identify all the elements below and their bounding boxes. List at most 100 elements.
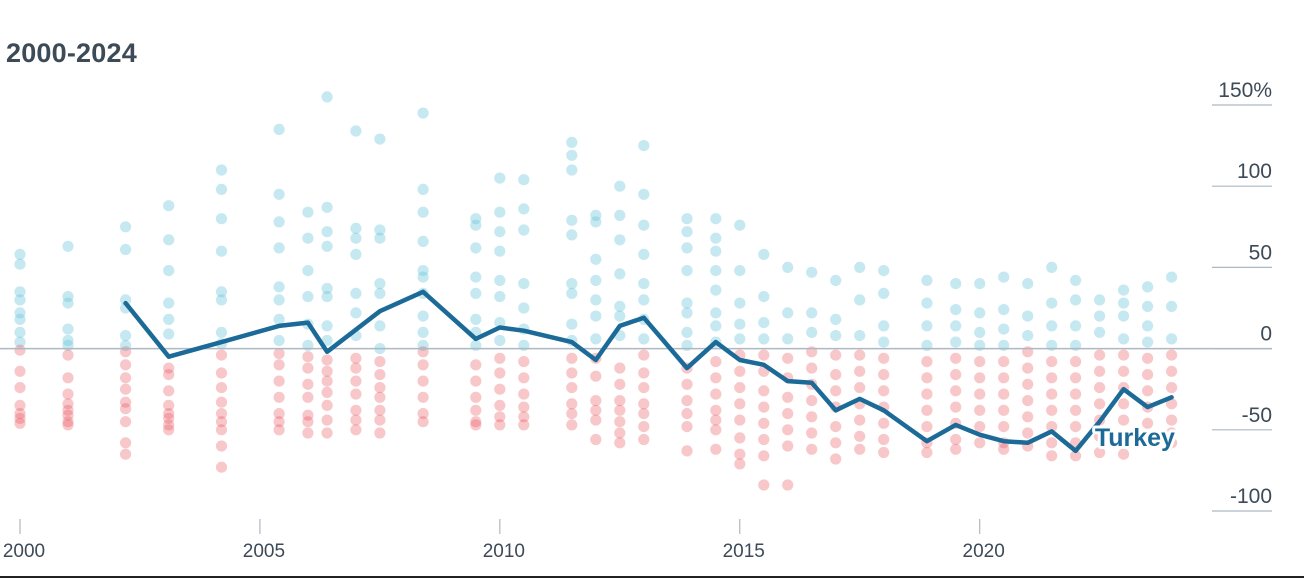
dot-negative (374, 404, 386, 416)
dot-positive (734, 333, 746, 345)
dot-positive (273, 188, 285, 200)
dot-negative (950, 385, 962, 397)
dot-negative (1094, 382, 1106, 394)
dot-negative (782, 391, 794, 403)
scatter-dots (14, 91, 1178, 491)
dot-negative (374, 356, 386, 368)
dot-negative (1046, 437, 1058, 449)
dot-positive (302, 265, 314, 277)
dot-negative (734, 398, 746, 410)
dot-negative (120, 437, 132, 449)
dot-negative (321, 399, 333, 411)
dot-positive (681, 326, 693, 338)
dot-positive (681, 213, 693, 225)
dot-positive (854, 294, 866, 306)
dot-positive (734, 219, 746, 231)
dot-negative (417, 416, 429, 428)
dot-negative (215, 416, 228, 428)
dot-positive (163, 234, 175, 246)
dot-negative (374, 427, 386, 439)
dot-positive (681, 226, 693, 238)
dot-negative (830, 369, 842, 381)
dot-negative (734, 432, 746, 444)
dot-negative (14, 417, 26, 429)
dot-positive (1166, 271, 1178, 283)
dot-negative (921, 388, 933, 400)
dot-negative (1094, 398, 1106, 410)
dot-negative (734, 365, 746, 377)
dot-positive (566, 278, 578, 290)
dot-positive (614, 234, 626, 246)
dot-negative (566, 352, 578, 364)
dot-negative (638, 421, 650, 433)
dot-negative (921, 446, 933, 459)
dot-positive (470, 313, 482, 325)
dot-positive (878, 265, 890, 277)
dot-negative (14, 344, 26, 356)
dot-positive (878, 320, 890, 332)
dot-negative (1070, 388, 1082, 400)
dot-positive (163, 313, 175, 325)
dot-positive (273, 242, 285, 254)
dot-negative (974, 404, 986, 416)
dot-negative (1166, 349, 1178, 361)
dot-positive (273, 334, 285, 347)
dot-negative (782, 440, 794, 452)
x-tick-label: 2000 (3, 541, 45, 562)
dot-positive (350, 248, 362, 260)
dot-negative (638, 398, 650, 410)
dot-positive (878, 336, 890, 348)
dot-positive (734, 318, 746, 330)
dot-negative (163, 408, 175, 420)
dot-negative (120, 403, 132, 415)
dot-negative (518, 411, 530, 423)
y-tick-label: 0 (1260, 323, 1272, 346)
dot-positive (321, 226, 333, 238)
dot-negative (273, 391, 285, 403)
dot-positive (710, 245, 722, 257)
dot-negative (782, 424, 794, 436)
dot-negative (614, 362, 626, 374)
dot-negative (470, 359, 482, 371)
dot-negative (806, 427, 818, 439)
dot-negative (321, 386, 333, 398)
dot-negative (417, 359, 429, 371)
dot-positive (638, 219, 650, 231)
dot-negative (974, 372, 986, 384)
dot-negative (302, 391, 314, 403)
dot-negative (215, 367, 228, 379)
dot-negative (638, 408, 650, 420)
dot-negative (566, 382, 578, 394)
dot-positive (614, 268, 626, 280)
dot-positive (590, 294, 602, 306)
dot-positive (1142, 320, 1154, 332)
dot-negative (974, 388, 986, 400)
dot-negative (830, 349, 842, 361)
dot-positive (950, 320, 962, 332)
dot-negative (273, 408, 285, 420)
x-ticks: 2000 2005 2010 2015 2020 (3, 519, 1005, 562)
dot-negative (215, 440, 228, 452)
dot-positive (350, 287, 362, 299)
dot-positive (1142, 281, 1154, 293)
dot-positive (638, 294, 650, 306)
dot-negative (950, 369, 962, 381)
dot-positive (163, 265, 175, 277)
dot-negative (710, 388, 722, 400)
dot-negative (1046, 372, 1058, 384)
dot-positive (518, 224, 530, 236)
dot-negative (321, 365, 333, 377)
dot-negative (590, 414, 602, 426)
dot-positive (1166, 333, 1178, 345)
dot-negative (998, 421, 1010, 433)
dot-positive (62, 323, 74, 335)
dot-negative (758, 349, 770, 361)
dot-negative (734, 382, 746, 394)
x-tick-label: 2010 (483, 541, 525, 562)
dot-negative (878, 369, 890, 381)
dot-negative (62, 419, 74, 431)
dot-positive (921, 274, 933, 286)
dot-positive (302, 232, 314, 244)
dot-negative (974, 437, 986, 449)
dot-negative (1046, 421, 1058, 433)
